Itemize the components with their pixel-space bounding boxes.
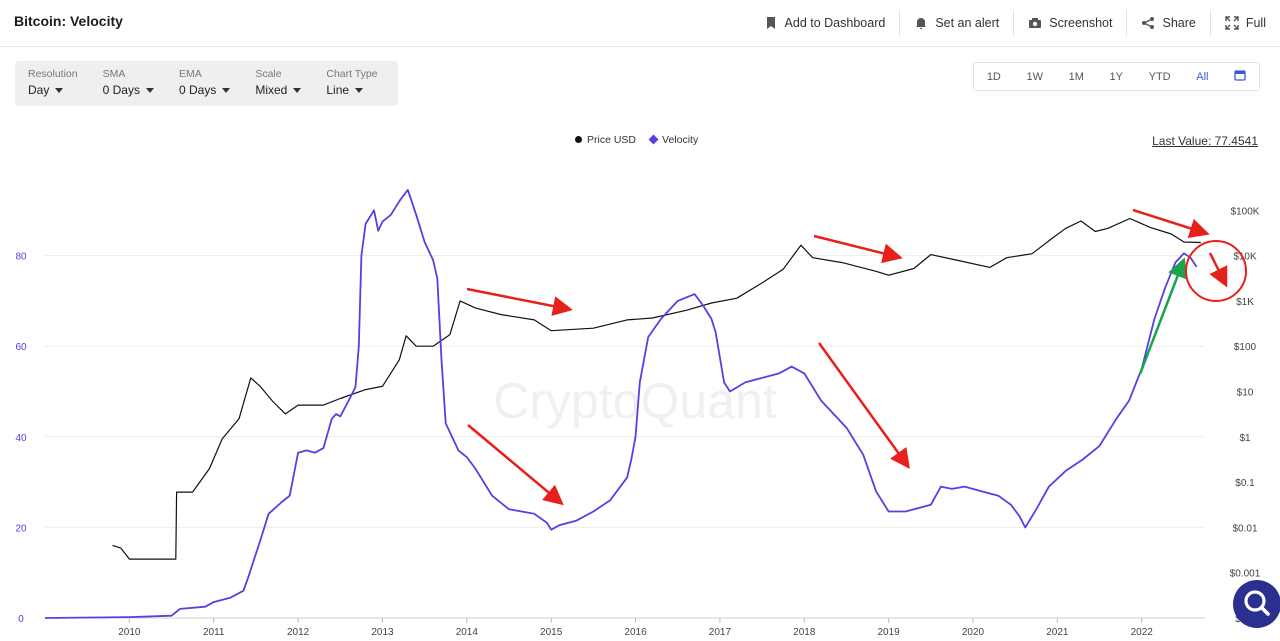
range-1y[interactable]: 1Y [1109, 70, 1123, 83]
legend-velocity-label: Velocity [662, 134, 699, 146]
scale-label: Scale [255, 68, 282, 80]
x-tick-label: 2015 [540, 627, 563, 638]
share-icon [1142, 17, 1155, 29]
time-range-selector: 1D 1W 1M 1Y YTD All [973, 62, 1260, 91]
camera-icon [1029, 18, 1042, 28]
set-alert-label: Set an alert [935, 16, 1000, 30]
right-tick-label: $0.01 [1232, 523, 1257, 534]
resolution-label: Resolution [28, 68, 78, 80]
sma-select[interactable]: SMA 0 Days [90, 61, 166, 106]
resolution-select[interactable]: Resolution Day [15, 61, 90, 106]
legend-velocity[interactable]: Velocity [648, 134, 699, 146]
x-tick-label: 2021 [1046, 627, 1069, 638]
right-tick-label: $10K [1233, 252, 1257, 263]
red-arrow-annotation [467, 424, 564, 506]
right-tick-label: $1K [1236, 297, 1254, 308]
right-tick-label: $1 [1239, 433, 1251, 444]
red-arrow-annotation [1132, 208, 1210, 238]
magnifier-icon [1244, 590, 1270, 616]
left-tick-label: 40 [15, 433, 27, 444]
range-1w[interactable]: 1W [1026, 70, 1044, 83]
bookmark-icon [766, 17, 775, 29]
scale-select[interactable]: Scale Mixed [242, 61, 313, 106]
scale-value: Mixed [255, 83, 301, 97]
price-usd-line [112, 217, 1201, 560]
x-tick-label: 2016 [624, 627, 647, 638]
right-tick-label: $100 [1234, 342, 1257, 353]
x-tick-label: 2018 [793, 627, 816, 638]
resolution-value: Day [28, 83, 78, 97]
x-tick-label: 2020 [962, 627, 985, 638]
left-tick-label: 60 [15, 342, 27, 353]
share-button[interactable]: Share [1126, 10, 1209, 36]
search-fab[interactable] [1233, 580, 1280, 628]
red-arrow-annotation [817, 342, 910, 470]
bell-icon [916, 18, 927, 29]
range-ytd[interactable]: YTD [1148, 70, 1171, 83]
red-circle-annotation [1185, 240, 1247, 302]
header-actions: Add to Dashboard Set an alert Screenshot… [750, 0, 1280, 46]
x-tick-label: 2022 [1131, 627, 1154, 638]
chart-type-label: Chart Type [326, 68, 378, 80]
right-tick-label: $10 [1237, 388, 1254, 399]
x-tick-label: 2012 [287, 627, 310, 638]
share-label: Share [1162, 16, 1196, 30]
range-1d[interactable]: 1D [986, 70, 1001, 83]
calendar-icon[interactable] [1230, 67, 1250, 86]
x-tick-label: 2011 [203, 627, 225, 638]
price-dot-icon [575, 136, 582, 143]
range-all[interactable]: All [1196, 70, 1209, 83]
x-tick-label: 2014 [456, 627, 479, 638]
x-tick-label: 2013 [371, 627, 394, 638]
red-arrow-annotation [1208, 252, 1228, 288]
legend-price-label: Price USD [587, 134, 637, 146]
fullscreen-icon [1225, 16, 1239, 30]
red-arrow-annotation [813, 234, 903, 264]
screenshot-label: Screenshot [1049, 16, 1113, 30]
green-arrow-annotation [1138, 257, 1187, 375]
ema-value: 0 Days [179, 83, 230, 97]
right-tick-label: $0.1 [1235, 478, 1255, 489]
left-tick-label: 0 [18, 614, 24, 625]
chart-type-select[interactable]: Chart Type Line [313, 61, 389, 106]
x-tick-label: 2017 [709, 627, 732, 638]
chart-type-value: Line [326, 83, 377, 97]
left-tick-label: 20 [15, 523, 27, 534]
right-tick-label: $100K [1231, 206, 1260, 217]
last-value: Last Value: 77.4541 [1152, 134, 1258, 148]
right-tick-label: $0.001 [1230, 569, 1261, 580]
screenshot-button[interactable]: Screenshot [1013, 10, 1126, 36]
add-to-dashboard-button[interactable]: Add to Dashboard [750, 10, 900, 36]
add-to-dashboard-label: Add to Dashboard [784, 16, 886, 30]
x-tick-label: 2010 [118, 627, 141, 638]
fullscreen-label: Full [1245, 16, 1266, 30]
velocity-line [44, 189, 1198, 619]
sma-value: 0 Days [103, 83, 154, 97]
x-tick-label: 2019 [878, 627, 901, 638]
ema-select[interactable]: EMA 0 Days [166, 61, 242, 106]
left-tick-label: 80 [15, 252, 27, 263]
sma-label: SMA [102, 68, 126, 80]
range-1m[interactable]: 1M [1068, 70, 1084, 83]
watermark-text: CryptoQuant [493, 373, 777, 429]
legend-price[interactable]: Price USD [575, 134, 636, 146]
red-arrow-annotation [466, 287, 573, 316]
set-alert-button[interactable]: Set an alert [899, 10, 1013, 36]
chart-controls: Resolution Day SMA 0 Days EMA 0 Days Sca… [15, 61, 398, 106]
page-title: Bitcoin: Velocity [14, 13, 123, 29]
chart-legend: Price USD Velocity [575, 134, 698, 146]
fullscreen-button[interactable]: Full [1209, 10, 1280, 36]
ema-label: EMA [178, 68, 202, 80]
top-bar: Bitcoin: Velocity Add to Dashboard Set a… [0, 0, 1280, 47]
